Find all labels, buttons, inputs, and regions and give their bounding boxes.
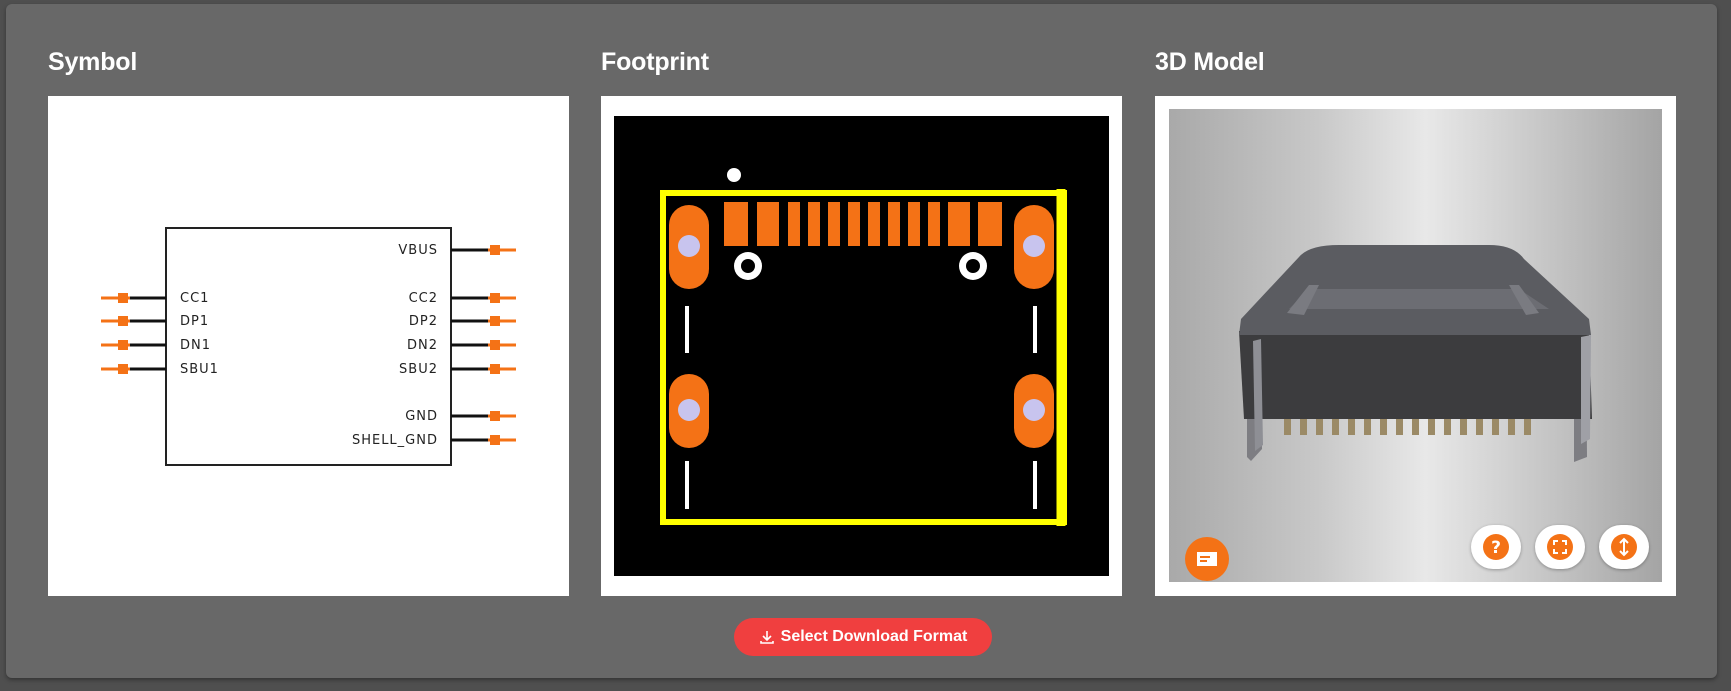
vertical-resize-icon [1611,534,1637,560]
help-icon: ? [1483,534,1509,560]
model-viewer-icon [1197,552,1217,566]
pin-label-dp1: DP1 [180,314,209,329]
pin-label-dp2: DP2 [409,314,438,329]
pin1-marker [727,168,741,182]
alignment-holes [734,252,987,280]
usb-c-connector-render [1239,245,1592,462]
model-card: ? [1155,96,1676,596]
pin-label-sbu1: SBU1 [180,362,219,377]
help-button[interactable]: ? [1471,525,1521,569]
symbol-body [165,227,452,466]
signal-pads [724,202,1002,246]
silkscreen-outline [660,190,1067,525]
model-viewer[interactable]: ? [1169,109,1662,582]
footprint-card [601,96,1122,596]
left-pin-lines [101,293,166,374]
pin-label-shell-gnd: SHELL_GND [352,433,438,448]
vertical-resize-button[interactable] [1599,525,1649,569]
pin-label-gnd: GND [405,409,438,424]
schematic-symbol: CC1 DP1 DN1 SBU1 [101,227,516,466]
pin-label-vbus: VBUS [398,243,438,258]
select-download-format-button[interactable]: Select Download Format [734,618,992,656]
symbol-title: Symbol [48,48,138,76]
download-icon [759,631,774,644]
pin-label-dn1: DN1 [180,338,211,353]
shield-pads [669,205,1054,448]
footprint-title: Footprint [601,48,709,76]
footprint-canvas [614,116,1109,576]
svg-text:?: ? [1491,538,1501,558]
pin-label-cc2: CC2 [409,291,438,306]
symbol-card: CC1 DP1 DN1 SBU1 [48,96,569,596]
pin-label-cc1: CC1 [180,291,209,306]
silk-ticks [685,306,1037,509]
part-preview-panel: Symbol Footprint 3D Model CC1 [6,4,1717,678]
pin-label-sbu2: SBU2 [399,362,438,377]
right-pin-lines [451,245,516,445]
fullscreen-icon [1547,534,1573,560]
download-button-label: Select Download Format [780,628,968,645]
model-viewer-button[interactable] [1185,537,1229,581]
fullscreen-button[interactable] [1535,525,1585,569]
pin-label-dn2: DN2 [407,338,438,353]
model-title: 3D Model [1155,48,1265,76]
pcb-footprint [660,168,1067,526]
